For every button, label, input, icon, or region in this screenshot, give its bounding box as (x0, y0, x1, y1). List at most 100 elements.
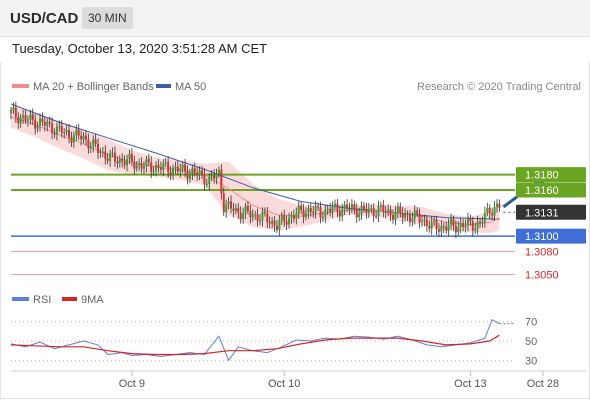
candle (147, 153, 150, 167)
ma50-legend-label: MA 50 (175, 81, 206, 93)
candle (469, 214, 472, 226)
candle (70, 131, 73, 147)
candle (84, 130, 87, 146)
time-tick-label: Oct 9 (119, 378, 145, 390)
candle (288, 212, 291, 229)
candle (367, 202, 370, 219)
candle (479, 217, 482, 228)
time-axis: Oct 9 Oct 10 Oct 13 Oct 28 (119, 371, 559, 390)
candle (452, 215, 455, 231)
candle (488, 204, 491, 220)
candle (111, 147, 114, 158)
level-label-box (516, 182, 586, 198)
candle (58, 120, 61, 132)
candle (116, 156, 119, 169)
candle (101, 146, 104, 158)
candle (181, 161, 184, 173)
level-label-text: 1.3050 (525, 269, 559, 281)
rsi-ma-legend-label: 9MA (81, 294, 104, 306)
candle (326, 204, 329, 215)
candle (118, 155, 121, 168)
candle (133, 155, 136, 175)
candle (135, 161, 138, 172)
candle (442, 222, 445, 233)
candle (205, 178, 208, 188)
candle (321, 211, 324, 222)
candle (159, 161, 162, 175)
candle (225, 199, 228, 218)
candle (29, 110, 32, 125)
candle (406, 210, 409, 221)
candle (230, 195, 233, 214)
candle (82, 132, 85, 144)
candle (179, 163, 182, 178)
candle (24, 109, 27, 124)
level-labels: 1.3180 1.3160 1.3131 1.3100 1.3080 1.3050 (516, 167, 586, 281)
candle (411, 212, 414, 227)
candle (191, 164, 194, 181)
candle (31, 108, 34, 125)
candle (263, 207, 266, 217)
rsi-tick-label: 50 (525, 336, 537, 348)
candle (271, 217, 274, 229)
candle (242, 207, 245, 224)
level-label-box (516, 204, 586, 220)
candle (174, 161, 177, 174)
candle (176, 160, 179, 175)
level-label-text: 1.3100 (525, 231, 559, 243)
candle (60, 120, 63, 138)
candle (213, 169, 216, 184)
candle (394, 206, 397, 226)
candle (39, 113, 42, 132)
candle (97, 138, 100, 159)
timeframe-badge[interactable]: 30 MIN (82, 7, 133, 29)
candle (464, 219, 467, 233)
candle (396, 202, 399, 218)
candle (201, 165, 204, 179)
candle (283, 209, 286, 227)
candle (360, 201, 363, 220)
time-tick-label: Oct 13 (454, 378, 486, 390)
candle (215, 168, 218, 185)
candle (317, 202, 320, 211)
candle (157, 159, 160, 173)
candle (341, 203, 344, 222)
candle (408, 210, 411, 227)
candle (186, 165, 189, 185)
candle (75, 124, 78, 141)
candle (128, 149, 131, 165)
rsi-ma-legend-swatch (62, 297, 77, 301)
candle (372, 203, 375, 222)
candle (196, 166, 199, 181)
candle (292, 209, 295, 223)
candle (319, 201, 322, 224)
candle (278, 215, 281, 236)
candle (445, 221, 448, 234)
candle (261, 207, 264, 227)
candle (208, 173, 211, 191)
level-label-text: 1.3180 (525, 170, 559, 182)
candle (370, 204, 373, 214)
rsi-line (10, 318, 500, 362)
candle (145, 156, 148, 173)
candle (474, 222, 477, 234)
candle (433, 216, 436, 226)
candle (459, 218, 462, 234)
candle (457, 221, 460, 236)
candle (350, 199, 353, 214)
level-label-text: 1.3080 (525, 246, 559, 258)
candle (435, 215, 438, 235)
rsi-tick-label: 70 (525, 317, 537, 329)
candle (251, 209, 254, 222)
candle (198, 166, 201, 181)
candle (336, 198, 339, 218)
candle (142, 161, 145, 174)
candle (203, 168, 206, 191)
candle (392, 209, 395, 224)
candle (275, 219, 278, 234)
candle (493, 200, 496, 221)
candle (314, 200, 317, 219)
candle (416, 207, 419, 218)
candle (121, 153, 124, 168)
candle (266, 206, 269, 228)
